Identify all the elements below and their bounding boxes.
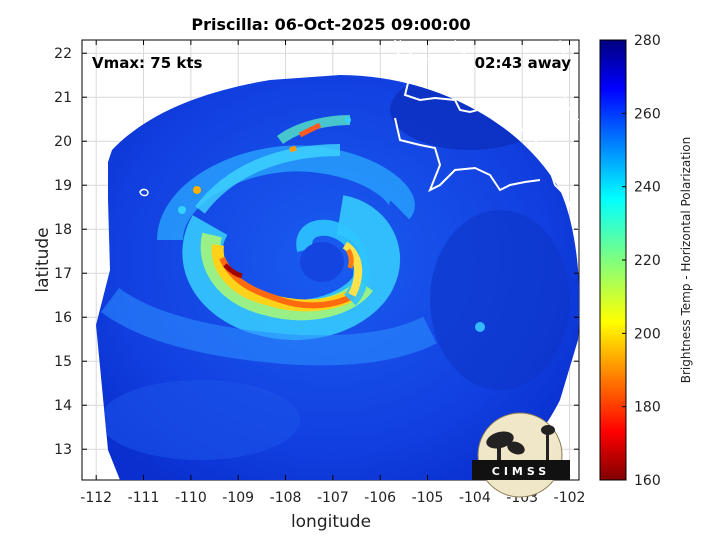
x-axis-ticks: -112 -111 -110 -109 -108 -107 -106 -105 -104 -103… [80,40,585,506]
colorbar-tick-label: 280 [634,33,661,49]
y-tick-label: 20 [54,134,72,150]
x-tick-label: -106 [364,490,396,506]
y-tick-label: 22 [54,46,72,62]
x-tick-label: -108 [270,490,302,506]
y-tick-label: 19 [54,178,72,194]
x-axis-label: longitude [291,512,371,532]
y-tick-label: 17 [54,266,72,282]
colorbar-tick-label: 220 [634,253,661,269]
y-axis-ticks: 13 14 15 16 17 18 19 20 21 22 [54,46,579,458]
time-away-label: 02:43 away [475,54,572,72]
y-tick-label: 18 [54,222,72,238]
x-tick-label: -102 [554,490,586,506]
x-tick-label: -109 [222,490,254,506]
brightness-temp-swath [96,75,579,480]
x-tick-label: -107 [317,490,349,506]
x-tick-label: -110 [175,490,207,506]
logo-text: CIMSS [492,465,550,478]
y-tick-label: 14 [54,398,72,414]
x-tick-label: -105 [412,490,444,506]
coastline [139,40,579,231]
colorbar-tick-label: 180 [634,400,661,416]
colorbar-tick-label: 160 [634,473,661,489]
y-tick-label: 15 [54,354,72,370]
x-tick-label: -112 [80,490,112,506]
x-tick-label: -111 [128,490,160,506]
colorbar-label: Brightness Temp - Horizontal Polarizatio… [679,137,693,384]
colorbar-ticks: 280 260 240 220 200 180 160 [622,33,661,489]
vmax-label: Vmax: 75 kts [92,54,202,72]
y-tick-label: 13 [54,442,72,458]
x-tick-label: -104 [459,490,491,506]
figure-title: Priscilla: 06-Oct-2025 09:00:00 [191,15,470,34]
y-tick-label: 21 [54,90,72,106]
colorbar-tick-label: 240 [634,180,661,196]
colorbar-tick-label: 260 [634,106,661,122]
y-tick-label: 16 [54,310,72,326]
colorbar [599,39,627,481]
colorbar-tick-label: 200 [634,326,661,342]
cimss-logo: CIMSS [472,412,570,498]
y-axis-label: latitude [33,227,53,292]
